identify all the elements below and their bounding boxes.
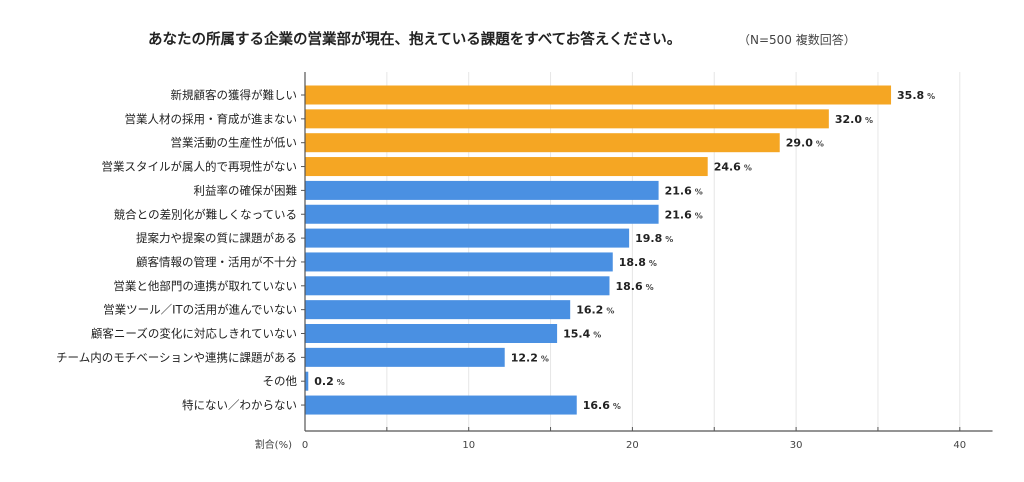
bar xyxy=(305,180,659,200)
data-label: 21.6% xyxy=(665,184,703,197)
chart-subtitle: （N=500 複数回答） xyxy=(738,32,856,47)
data-label-unit: % xyxy=(927,92,935,101)
data-label-unit: % xyxy=(816,140,824,149)
data-label: 16.6% xyxy=(583,399,621,412)
data-label: 16.2% xyxy=(576,304,614,317)
category-label: 営業活動の生産性が低い xyxy=(171,136,298,150)
data-label: 32.0% xyxy=(835,113,873,126)
data-label: 15.4% xyxy=(563,328,601,341)
data-label-unit: % xyxy=(865,116,873,125)
category-label: 提案力や提案の質に課題がある xyxy=(136,231,297,245)
data-label: 12.2% xyxy=(511,351,549,364)
data-label-unit: % xyxy=(593,331,601,340)
axes: 0 10 20 30 40 新規顧客の獲得が難しい営業人材の採用・育成が進まない営業活動の… xyxy=(56,72,993,451)
bar xyxy=(305,395,577,415)
data-label: 19.8% xyxy=(635,232,673,245)
category-label: チーム内のモチベーションや連携に課題がある xyxy=(56,350,297,364)
x-tick-label: 0 xyxy=(302,440,308,451)
bars: 35.8 % 32.0 % 29.0 % 24.6 % 21.6 % 21.6 % 19.8 % 18.8%… xyxy=(305,85,935,415)
category-label: 利益率の確保が困難 xyxy=(194,183,298,197)
bar xyxy=(305,85,892,105)
data-label: 24.6% xyxy=(714,161,752,174)
category-label: 顧客情報の管理・活用が不十分 xyxy=(136,255,297,269)
bar xyxy=(305,157,708,177)
category-label: 営業人材の採用・育成が進まない xyxy=(125,112,298,126)
chart-title: あなたの所属する企業の営業部が現在、抱えている課題をすべてお答えください。 xyxy=(148,30,681,48)
bar xyxy=(305,324,558,343)
bar xyxy=(305,228,630,248)
category-label: 営業ツール／ITの活用が進んでいない xyxy=(103,303,297,317)
category-label: 営業スタイルが属人的で再現性がない xyxy=(102,160,298,174)
data-label: 18.6% xyxy=(615,280,653,293)
bar xyxy=(305,300,571,320)
bar xyxy=(305,347,505,367)
gridlines xyxy=(386,72,961,431)
data-label-unit: % xyxy=(744,164,752,173)
data-label-unit: % xyxy=(613,402,621,411)
data-label: 0.2% xyxy=(314,375,345,388)
data-label-unit: % xyxy=(649,259,657,268)
data-label: 21.6% xyxy=(665,208,703,221)
category-label: 顧客ニーズの変化に対応しきれていない xyxy=(91,327,297,341)
x-tick-label: 40 xyxy=(953,440,966,451)
data-label-unit: % xyxy=(541,354,549,363)
category-label: その他 xyxy=(263,374,298,388)
x-axis-label: 割合(%) xyxy=(255,438,292,451)
category-label: 競合との差別化が難しくなっている xyxy=(114,207,297,221)
category-label: 新規顧客の獲得が難しい xyxy=(171,88,298,102)
category-label: 営業と他部門の連携が取れていない xyxy=(113,279,297,293)
bar xyxy=(305,252,613,272)
data-label: 29.0% xyxy=(786,137,824,150)
category-label: 特にない／わからない xyxy=(182,398,297,412)
data-label-unit: % xyxy=(695,211,703,220)
data-label-unit: % xyxy=(646,283,654,292)
x-tick-label: 20 xyxy=(626,440,639,451)
bar xyxy=(305,371,309,391)
bar xyxy=(305,109,829,129)
data-label: 18.8% xyxy=(619,256,657,269)
bar xyxy=(305,276,610,296)
bar xyxy=(305,133,780,153)
data-label-unit: % xyxy=(337,378,345,387)
data-label-unit: % xyxy=(695,187,703,196)
x-tick-label: 30 xyxy=(790,440,803,451)
data-label: 35.8% xyxy=(897,89,935,102)
data-label-unit: % xyxy=(606,307,614,316)
data-label-unit: % xyxy=(665,235,673,244)
bar xyxy=(305,204,659,224)
x-tick-label: 10 xyxy=(462,440,475,451)
